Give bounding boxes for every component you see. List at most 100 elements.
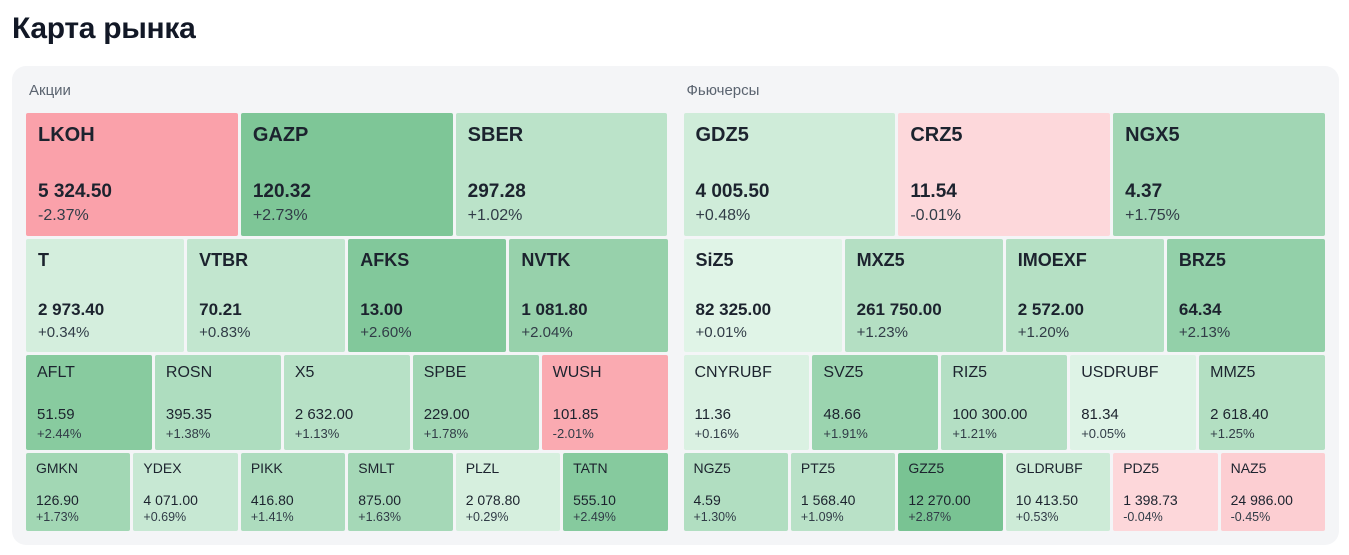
tile-quote: 229.00 +1.78% <box>424 406 528 441</box>
tile-ticker: PTZ5 <box>800 460 836 476</box>
tile-change: +1.25% <box>1210 426 1255 441</box>
tile-GLDRUBF[interactable]: GLDRUBF 10 413.50 +0.53% <box>1005 453 1111 531</box>
tile-change: +2.60% <box>360 324 412 341</box>
tile-row: CNYRUBF 11.36 +0.16% SVZ5 48.66 +1.91% RIZ5 100… <box>683 355 1326 450</box>
tile-quote: 100 300.00 +1.21% <box>952 406 1056 441</box>
tile-CNYRUBF[interactable]: CNYRUBF 11.36 +0.16% <box>683 355 810 450</box>
tile-BRZ5[interactable]: BRZ5 64.34 +2.13% <box>1166 239 1325 352</box>
tile-price: 4 071.00 <box>143 492 198 508</box>
tile-price: 120.32 <box>252 181 311 202</box>
tile-RIZ5[interactable]: RIZ5 100 300.00 +1.21% <box>941 355 1068 450</box>
tile-quote: 13.00 +2.60% <box>360 300 494 341</box>
tile-MMZ5[interactable]: MMZ5 2 618.40 +1.25% <box>1199 355 1326 450</box>
tile-change: +1.09% <box>800 510 844 524</box>
market-map-panel: Акции LKOH 5 324.50 -2.37% GAZP 120.32 +2.73% S… <box>12 66 1339 545</box>
tile-quote: 64.34 +2.13% <box>1179 300 1313 341</box>
tile-price: 101.85 <box>552 406 599 423</box>
tile-row: AFLT 51.59 +2.44% ROSN 395.35 +1.38% X5 2 632.0… <box>26 355 668 450</box>
tile-VTBR[interactable]: VTBR 70.21 +0.83% <box>187 239 346 352</box>
tile-price: 82 325.00 <box>695 300 772 319</box>
tile-change: +1.91% <box>823 426 868 441</box>
tile-ticker: NAZ5 <box>1230 460 1267 476</box>
tile-price: 13.00 <box>360 300 403 319</box>
tile-ticker: YDEX <box>143 460 182 476</box>
tile-AFLT[interactable]: AFLT 51.59 +2.44% <box>26 355 152 450</box>
section-label: Акции <box>29 82 71 99</box>
tile-price: 10 413.50 <box>1015 492 1079 508</box>
tile-price: 48.66 <box>823 406 861 423</box>
tile-ticker: MXZ5 <box>856 250 905 270</box>
tile-price: 126.90 <box>36 492 79 508</box>
tile-ticker: SBER <box>467 124 524 146</box>
tile-change: +2.87% <box>908 510 952 524</box>
tile-price: 4 005.50 <box>695 181 770 202</box>
tile-ticker: BRZ5 <box>1178 250 1226 270</box>
tile-NGZ5[interactable]: NGZ5 4.59 +1.30% <box>683 453 788 531</box>
tile-change: +1.38% <box>165 426 211 441</box>
tile-USDRUBF[interactable]: USDRUBF 81.34 +0.05% <box>1070 355 1197 450</box>
tile-ticker: SMLT <box>358 460 395 476</box>
tile-WUSH[interactable]: WUSH 101.85 -2.01% <box>541 355 668 450</box>
tile-T[interactable]: T 2 973.40 +0.34% <box>26 239 185 352</box>
tile-SBER[interactable]: SBER 297.28 +1.02% <box>455 113 668 236</box>
tile-CRZ5[interactable]: CRZ5 11.54 -0.01% <box>898 113 1111 236</box>
tile-change: +0.05% <box>1081 426 1126 441</box>
tile-row: T 2 973.40 +0.34% VTBR 70.21 +0.83% AFKS 13.00 +… <box>26 239 668 352</box>
tile-change: -0.01% <box>910 207 962 224</box>
tile-PLZL[interactable]: PLZL 2 078.80 +0.29% <box>455 453 561 531</box>
tile-ticker: SiZ5 <box>695 250 734 270</box>
tile-NAZ5[interactable]: NAZ5 24 986.00 -0.45% <box>1220 453 1326 531</box>
tile-GMKN[interactable]: GMKN 126.90 +1.73% <box>26 453 131 531</box>
tile-LKOH[interactable]: LKOH 5 324.50 -2.37% <box>26 113 238 236</box>
tile-NVTK[interactable]: NVTK 1 081.80 +2.04% <box>509 239 668 352</box>
tile-MXZ5[interactable]: MXZ5 261 750.00 +1.23% <box>844 239 1003 352</box>
tile-GAZP[interactable]: GAZP 120.32 +2.73% <box>240 113 453 236</box>
tile-price: 1 081.80 <box>521 300 588 319</box>
tile-GDZ5[interactable]: GDZ5 4 005.50 +0.48% <box>683 113 896 236</box>
tile-quote: 11.54 -0.01% <box>910 181 1098 225</box>
tile-quote: 2 078.80 +0.29% <box>466 492 550 524</box>
tile-NGX5[interactable]: NGX5 4.37 +1.75% <box>1113 113 1325 236</box>
tile-price: 875.00 <box>358 492 402 508</box>
tile-quote: 261 750.00 +1.23% <box>857 300 991 341</box>
tile-quote: 1 081.80 +2.04% <box>521 300 655 341</box>
tile-change: +2.73% <box>252 207 308 224</box>
tile-AFKS[interactable]: AFKS 13.00 +2.60% <box>348 239 507 352</box>
tile-SVZ5[interactable]: SVZ5 48.66 +1.91% <box>812 355 939 450</box>
tile-change: +1.13% <box>294 426 340 441</box>
tile-SPBE[interactable]: SPBE 229.00 +1.78% <box>412 355 539 450</box>
tile-ticker: PDZ5 <box>1123 460 1159 476</box>
tile-change: +1.75% <box>1125 207 1180 224</box>
tile-ticker: X5 <box>294 364 315 381</box>
tile-ROSN[interactable]: ROSN 395.35 +1.38% <box>154 355 281 450</box>
tile-X5[interactable]: X5 2 632.00 +1.13% <box>283 355 410 450</box>
tile-change: +1.73% <box>36 510 79 524</box>
tile-PIKK[interactable]: PIKK 416.80 +1.41% <box>240 453 346 531</box>
tile-ticker: CRZ5 <box>910 124 963 146</box>
tile-price: 2 078.80 <box>465 492 521 508</box>
tile-GZZ5[interactable]: GZZ5 12 270.00 +2.87% <box>898 453 1003 531</box>
tile-price: 4.37 <box>1125 181 1163 202</box>
section-futures: Фьючерсы GDZ5 4 005.50 +0.48% CRZ5 11.54 -0.01… <box>683 80 1326 531</box>
tile-change: +2.44% <box>37 426 82 441</box>
tile-SMLT[interactable]: SMLT 875.00 +1.63% <box>348 453 453 531</box>
tile-change: -2.37% <box>38 207 89 224</box>
tile-PTZ5[interactable]: PTZ5 1 568.40 +1.09% <box>790 453 896 531</box>
tile-ticker: IMOEXF <box>1017 250 1087 270</box>
tile-TATN[interactable]: TATN 555.10 +2.49% <box>563 453 668 531</box>
tile-quote: 48.66 +1.91% <box>823 406 927 441</box>
tile-SiZ5[interactable]: SiZ5 82 325.00 +0.01% <box>683 239 842 352</box>
tile-price: 261 750.00 <box>856 300 942 319</box>
tile-quote: 126.90 +1.73% <box>36 492 120 524</box>
tile-quote: 416.80 +1.41% <box>251 492 335 524</box>
tile-quote: 2 572.00 +1.20% <box>1018 300 1152 341</box>
tile-ticker: GMKN <box>36 460 78 476</box>
tile-PDZ5[interactable]: PDZ5 1 398.73 -0.04% <box>1113 453 1218 531</box>
tile-YDEX[interactable]: YDEX 4 071.00 +0.69% <box>133 453 238 531</box>
tile-price: 4.59 <box>693 492 721 508</box>
tile-change: +1.63% <box>358 510 402 524</box>
tile-price: 416.80 <box>250 492 294 508</box>
tile-IMOEXF[interactable]: IMOEXF 2 572.00 +1.20% <box>1005 239 1164 352</box>
tile-price: 2 618.40 <box>1210 406 1269 423</box>
tile-price: 64.34 <box>1178 300 1222 319</box>
